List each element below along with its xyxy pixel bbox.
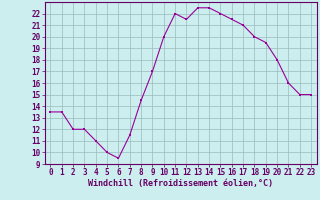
X-axis label: Windchill (Refroidissement éolien,°C): Windchill (Refroidissement éolien,°C) <box>88 179 273 188</box>
